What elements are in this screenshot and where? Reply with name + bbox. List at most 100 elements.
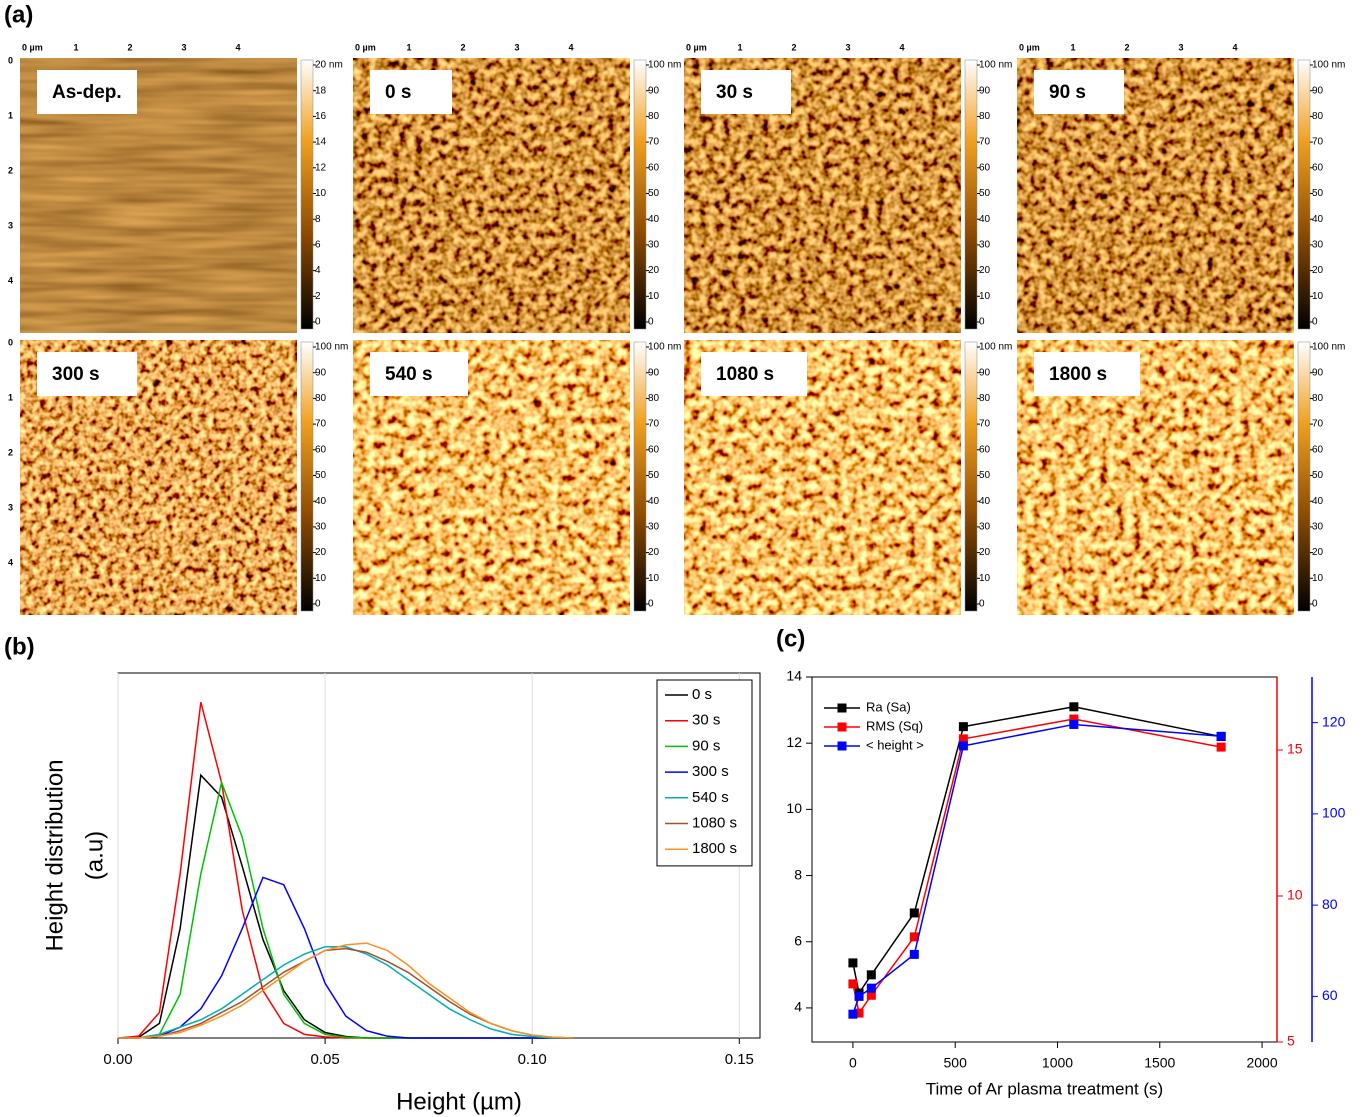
colorbar-label: 70 (648, 419, 660, 430)
label-box (370, 352, 468, 396)
marker (854, 991, 864, 1001)
afm-x-tick: 3 (1178, 42, 1183, 52)
colorbar-label: 0 (1312, 317, 1318, 328)
colorbar-label: 50 (648, 470, 660, 481)
colorbar (964, 341, 978, 612)
label-box (37, 70, 137, 114)
colorbar-label: 40 (979, 496, 991, 507)
colorbar-label: 30 (1312, 522, 1324, 533)
series-line (118, 876, 574, 1039)
marker (854, 1008, 864, 1018)
colorbar-label: 2 (315, 291, 321, 302)
legend-marker (837, 703, 847, 713)
panel-label: (c) (776, 625, 805, 652)
legend-label: 90 s (692, 737, 720, 754)
colorbar-label: 100 nm (1312, 60, 1345, 71)
colorbar-label: 50 (979, 188, 991, 199)
afm-y-tick: 1 (8, 392, 13, 402)
label-box (370, 70, 452, 114)
y-tick-label: 8 (794, 866, 802, 882)
colorbar-label: 20 (1312, 265, 1324, 276)
label-box (701, 70, 791, 114)
colorbar-label: 60 (648, 444, 660, 455)
colorbar-label: 20 (979, 265, 991, 276)
y3-tick-label: 60 (1322, 987, 1338, 1003)
afm-x-tick: 4 (1232, 42, 1237, 52)
afm-x-tick: 3 (845, 42, 850, 52)
label-box (701, 352, 807, 396)
colorbar-label: 0 (648, 599, 654, 610)
x-tick-label: 2000 (1246, 1055, 1277, 1071)
colorbar (633, 59, 647, 330)
colorbar-label: 100 nm (1312, 342, 1345, 353)
colorbar-label: 90 (979, 367, 991, 378)
colorbar-label: 14 (315, 137, 327, 148)
colorbar-label: 70 (979, 137, 991, 148)
panel-caption: 1080 s (716, 364, 774, 385)
colorbar-label: 80 (979, 111, 991, 122)
y-tick-label: 4 (794, 999, 802, 1015)
colorbar-label: 100 nm (979, 342, 1012, 353)
series-line (117, 773, 574, 1039)
colorbar-label: 90 (315, 367, 327, 378)
colorbar (300, 341, 314, 612)
label-box (1034, 352, 1140, 396)
afm-x-tick: 1 (1070, 42, 1075, 52)
panel-caption: 540 s (385, 364, 433, 385)
x-tick-label: 0 (849, 1055, 857, 1071)
label-box (1034, 70, 1124, 114)
colorbar-label: 12 (315, 162, 327, 173)
afm-y-tick: 4 (8, 557, 13, 567)
afm-y-tick: 1 (8, 110, 13, 120)
y3-tick-label: 100 (1322, 805, 1346, 821)
colorbar-label: 70 (648, 137, 660, 148)
marker (958, 734, 968, 744)
colorbar-label: 20 nm (315, 60, 343, 71)
afm-x-tick: 3 (514, 42, 519, 52)
marker (1216, 731, 1226, 741)
series-line (852, 718, 1222, 1015)
colorbar-label: 60 (315, 444, 327, 455)
afm-x-tick: 0 µm (355, 42, 376, 52)
panel-caption: As-dep. (52, 82, 122, 103)
colorbar-label: 90 (1312, 85, 1324, 96)
legend-label: 0 s (692, 686, 712, 703)
series-line (852, 723, 1222, 1015)
colorbar-label: 90 (648, 367, 660, 378)
colorbar-label: 40 (648, 214, 660, 225)
legend-marker (837, 741, 847, 751)
legend-label: RMS (Sq) (866, 718, 923, 733)
legend-label: 30 s (692, 712, 720, 729)
afm-y-tick: 0 (8, 337, 13, 347)
colorbar-label: 0 (315, 599, 321, 610)
colorbar-label: 16 (315, 111, 327, 122)
colorbar-label: 20 (648, 265, 660, 276)
colorbar-label: 10 (648, 291, 660, 302)
colorbar-label: 70 (979, 419, 991, 430)
colorbar-label: 20 (315, 547, 327, 558)
x-tick-label: 0.15 (725, 1051, 754, 1068)
colorbar-label: 80 (648, 111, 660, 122)
colorbar-label: 10 (315, 188, 327, 199)
legend-label: < height > (866, 737, 924, 752)
marker (1216, 742, 1226, 752)
colorbar-label: 4 (315, 265, 321, 276)
afm-x-tick: 0 µm (686, 42, 707, 52)
x-tick-label: 500 (944, 1055, 968, 1071)
colorbar-label: 50 (979, 470, 991, 481)
colorbar-label: 0 (648, 317, 654, 328)
y3-tick-label: 80 (1322, 896, 1338, 912)
afm-x-tick: 0 µm (22, 42, 43, 52)
afm-x-tick: 4 (568, 42, 573, 52)
colorbar-label: 60 (1312, 162, 1324, 173)
y-tick-label: 12 (786, 734, 802, 750)
colorbar-label: 18 (315, 85, 327, 96)
marker (848, 958, 858, 968)
legend-marker (837, 722, 847, 732)
y-tick-label: 10 (786, 800, 802, 816)
colorbar-label: 100 nm (648, 342, 681, 353)
colorbar-label: 90 (1312, 367, 1324, 378)
colorbar-label: 30 (315, 522, 327, 533)
colorbar-label: 0 (979, 317, 985, 328)
